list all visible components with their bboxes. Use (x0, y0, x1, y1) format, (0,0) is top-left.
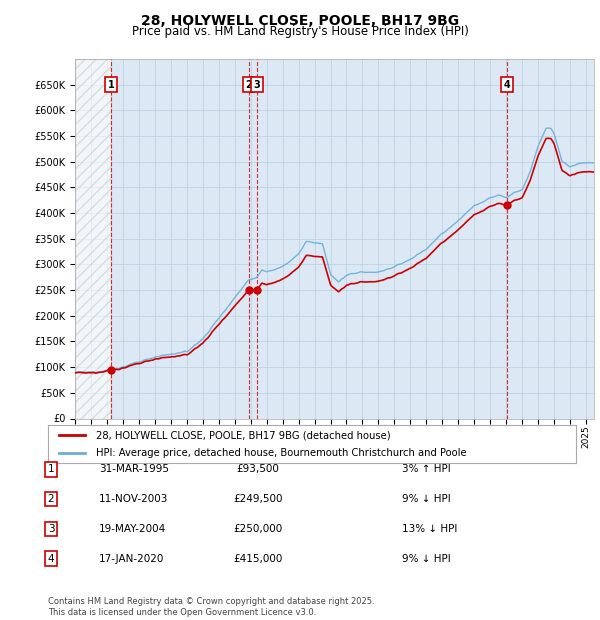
Text: Contains HM Land Registry data © Crown copyright and database right 2025.
This d: Contains HM Land Registry data © Crown c… (48, 598, 374, 617)
Text: 28, HOLYWELL CLOSE, POOLE, BH17 9BG: 28, HOLYWELL CLOSE, POOLE, BH17 9BG (141, 14, 459, 28)
Text: 2: 2 (47, 494, 55, 504)
Text: 3: 3 (253, 79, 260, 89)
Text: £415,000: £415,000 (233, 554, 283, 564)
Text: 28, HOLYWELL CLOSE, POOLE, BH17 9BG (detached house): 28, HOLYWELL CLOSE, POOLE, BH17 9BG (det… (95, 430, 390, 440)
Text: Price paid vs. HM Land Registry's House Price Index (HPI): Price paid vs. HM Land Registry's House … (131, 25, 469, 38)
Text: 2: 2 (245, 79, 252, 89)
Text: 3% ↑ HPI: 3% ↑ HPI (402, 464, 451, 474)
Text: 11-NOV-2003: 11-NOV-2003 (99, 494, 169, 504)
Text: 9% ↓ HPI: 9% ↓ HPI (402, 494, 451, 504)
Text: 4: 4 (47, 554, 55, 564)
Text: £249,500: £249,500 (233, 494, 283, 504)
Text: 13% ↓ HPI: 13% ↓ HPI (402, 524, 457, 534)
Bar (75, 59, 111, 418)
Text: HPI: Average price, detached house, Bournemouth Christchurch and Poole: HPI: Average price, detached house, Bour… (95, 448, 466, 458)
Text: £93,500: £93,500 (236, 464, 280, 474)
Text: 3: 3 (47, 524, 55, 534)
Text: 4: 4 (503, 79, 511, 89)
Text: 1: 1 (47, 464, 55, 474)
Text: 17-JAN-2020: 17-JAN-2020 (99, 554, 164, 564)
Text: 31-MAR-1995: 31-MAR-1995 (99, 464, 169, 474)
Text: 9% ↓ HPI: 9% ↓ HPI (402, 554, 451, 564)
Text: 19-MAY-2004: 19-MAY-2004 (99, 524, 166, 534)
Text: £250,000: £250,000 (233, 524, 283, 534)
Text: 1: 1 (107, 79, 115, 89)
